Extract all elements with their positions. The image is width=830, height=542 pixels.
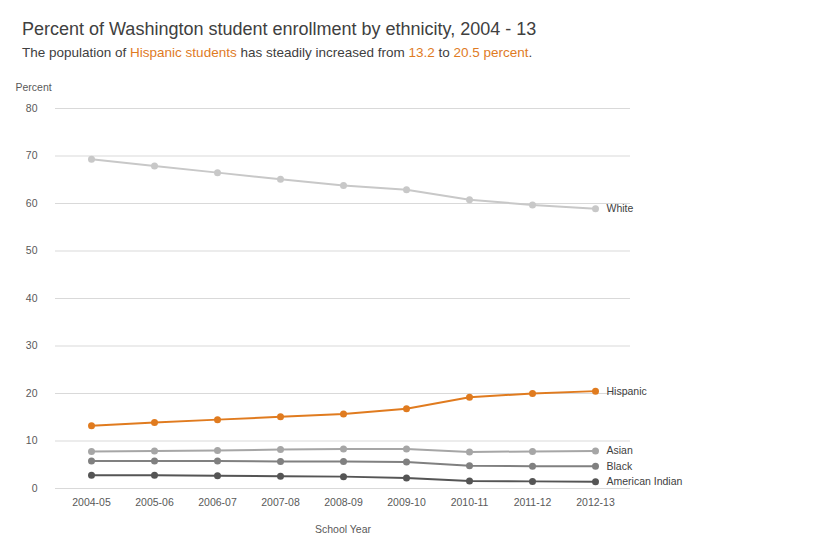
svg-text:30: 30	[26, 339, 38, 351]
svg-text:School Year: School Year	[315, 523, 372, 535]
svg-text:50: 50	[26, 244, 38, 256]
svg-text:Hispanic: Hispanic	[607, 384, 647, 396]
html-text:Percent of Washington student: Percent of Washington student enrollment…	[22, 19, 537, 39]
svg-text:80: 80	[26, 102, 38, 114]
svg-text:2011-12: 2011-12	[514, 496, 552, 508]
svg-text:2006-07: 2006-07	[198, 496, 237, 508]
svg-text:2012-13: 2012-13	[576, 496, 615, 508]
svg-text:2010-11: 2010-11	[451, 496, 489, 508]
svg-text:2009-10: 2009-10	[387, 496, 426, 508]
html-text:The population of Hispanic stu: The population of Hispanic students has …	[22, 45, 533, 60]
svg-text:70: 70	[26, 149, 38, 161]
svg-text:Asian: Asian	[607, 444, 633, 456]
svg-text:Black: Black	[607, 460, 633, 472]
svg-text:2007-08: 2007-08	[261, 496, 300, 508]
svg-text:2008-09: 2008-09	[324, 496, 363, 508]
svg-text:2005-06: 2005-06	[135, 496, 174, 508]
svg-text:American Indian: American Indian	[607, 475, 683, 487]
svg-text:0: 0	[32, 482, 38, 494]
svg-text:2004-05: 2004-05	[72, 496, 111, 508]
svg-text:Percent: Percent	[16, 81, 52, 93]
svg-text:40: 40	[26, 292, 38, 304]
svg-text:10: 10	[26, 434, 38, 446]
svg-text:White: White	[607, 202, 634, 214]
svg-text:20: 20	[26, 387, 38, 399]
svg-text:60: 60	[26, 197, 38, 209]
